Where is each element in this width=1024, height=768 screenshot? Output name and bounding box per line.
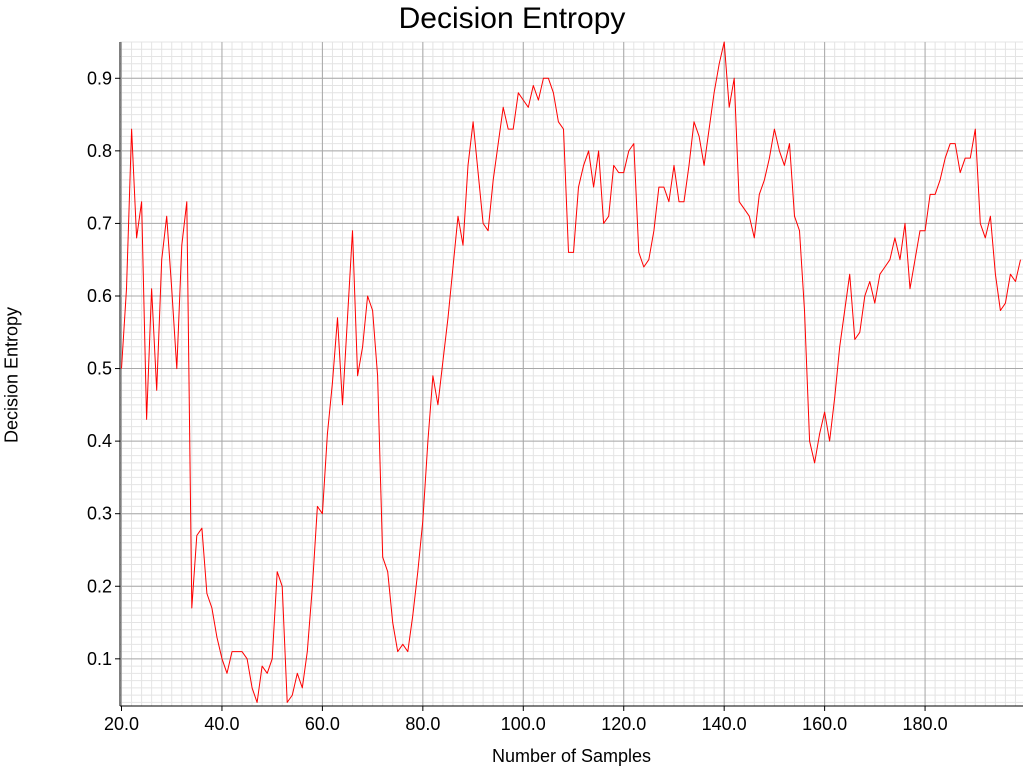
x-tick-label: 160.0 (802, 714, 847, 734)
x-tick-label: 140.0 (702, 714, 747, 734)
y-tick-label: 0.7 (87, 213, 112, 233)
y-tick-label: 0.2 (87, 576, 112, 596)
series-layer (121, 41, 1021, 703)
x-tick-label: 100.0 (501, 714, 546, 734)
y-axis-label: Decision Entropy (1, 306, 22, 444)
chart-title: Decision Entropy (398, 2, 626, 35)
x-tick-label: 180.0 (903, 714, 948, 734)
y-tick-label: 0.3 (87, 504, 112, 524)
y-tick-label: 0.6 (87, 286, 112, 306)
y-tick-label: 0.9 (87, 68, 112, 88)
series-line (121, 41, 1021, 703)
axes (115, 42, 1023, 711)
y-tick-label: 0.8 (87, 141, 112, 161)
y-tick-label: 0.5 (87, 359, 112, 379)
tick-labels: 20.0 40.0 60.0 80.0 100.0 120.0 140.0 160.0 180.… (87, 68, 948, 734)
x-tick-label: 120.0 (601, 714, 646, 734)
plot-background (120, 42, 1023, 706)
x-axis-label: Number of Samples (491, 746, 652, 766)
x-tick-label: 40.0 (204, 714, 239, 734)
x-tick-label: 20.0 (104, 714, 139, 734)
x-tick-label: 60.0 (305, 714, 340, 734)
y-tick-label: 0.4 (87, 431, 112, 451)
y-tick-label: 0.1 (87, 649, 112, 669)
major-grid (120, 42, 1023, 706)
x-tick-label: 80.0 (405, 714, 440, 734)
